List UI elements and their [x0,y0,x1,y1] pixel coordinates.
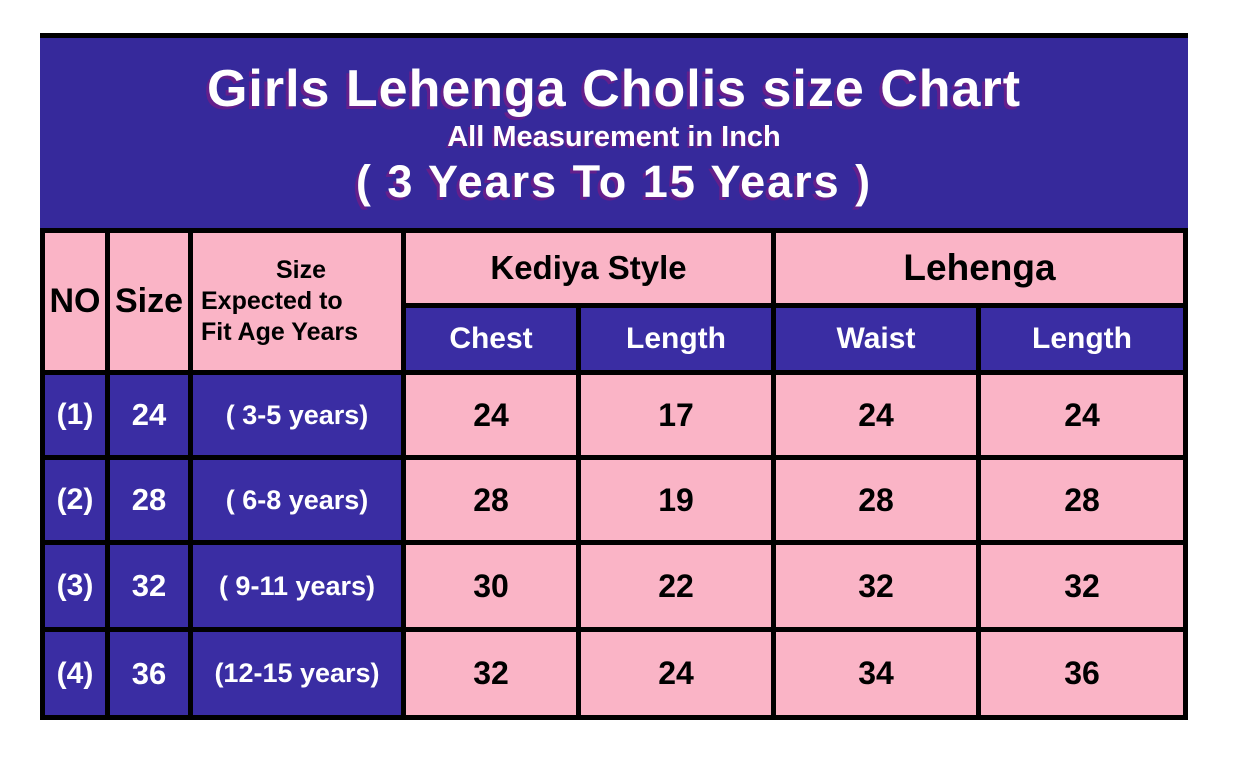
cell-lehenga-length: 32 [981,545,1183,627]
cell-kediya-length: 22 [581,545,771,627]
header-cell-age: Size Expected to Fit Age Years [193,233,401,370]
subheader-lehenga-length: Length [981,308,1183,370]
cell-lehenga-length: 36 [981,632,1183,715]
cell-age: ( 3-5 years) [193,375,401,455]
cell-age: ( 6-8 years) [193,460,401,540]
chart-subtitle: All Measurement in Inch [447,120,781,153]
subheader-kediya-chest: Chest [406,308,576,370]
cell-chest: 28 [406,460,576,540]
header-age-line2: Expected to [201,286,343,315]
group-header-lehenga: Lehenga [776,233,1183,303]
cell-lehenga-length: 24 [981,375,1183,455]
cell-chest: 24 [406,375,576,455]
header-cell-size: Size [110,233,188,370]
cell-age: ( 9-11 years) [193,545,401,627]
group-header-kediya-style: Kediya Style [406,233,771,303]
header-cell-no: NO [45,233,105,370]
cell-kediya-length: 24 [581,632,771,715]
cell-chest: 30 [406,545,576,627]
cell-size: 28 [110,460,188,540]
cell-no: (1) [45,375,105,455]
cell-age: (12-15 years) [193,632,401,715]
cell-chest: 32 [406,632,576,715]
cell-no: (4) [45,632,105,715]
title-banner: Girls Lehenga Cholis size Chart All Meas… [40,33,1188,228]
cell-no: (2) [45,460,105,540]
cell-waist: 34 [776,632,976,715]
cell-waist: 24 [776,375,976,455]
subheader-lehenga-waist: Waist [776,308,976,370]
header-age-line1: Size [275,255,327,284]
cell-no: (3) [45,545,105,627]
subheader-kediya-length: Length [581,308,771,370]
size-table: NO Size Size Expected to Fit Age Years K… [40,228,1188,720]
cell-kediya-length: 17 [581,375,771,455]
header-age-line3: Fit Age Years [201,318,359,347]
cell-size: 32 [110,545,188,627]
chart-age-range: ( 3 Years To 15 Years ) [355,155,873,207]
cell-size: 36 [110,632,188,715]
cell-kediya-length: 19 [581,460,771,540]
chart-title: Girls Lehenga Cholis size Chart [206,59,1022,118]
cell-waist: 28 [776,460,976,540]
cell-waist: 32 [776,545,976,627]
cell-lehenga-length: 28 [981,460,1183,540]
cell-size: 24 [110,375,188,455]
